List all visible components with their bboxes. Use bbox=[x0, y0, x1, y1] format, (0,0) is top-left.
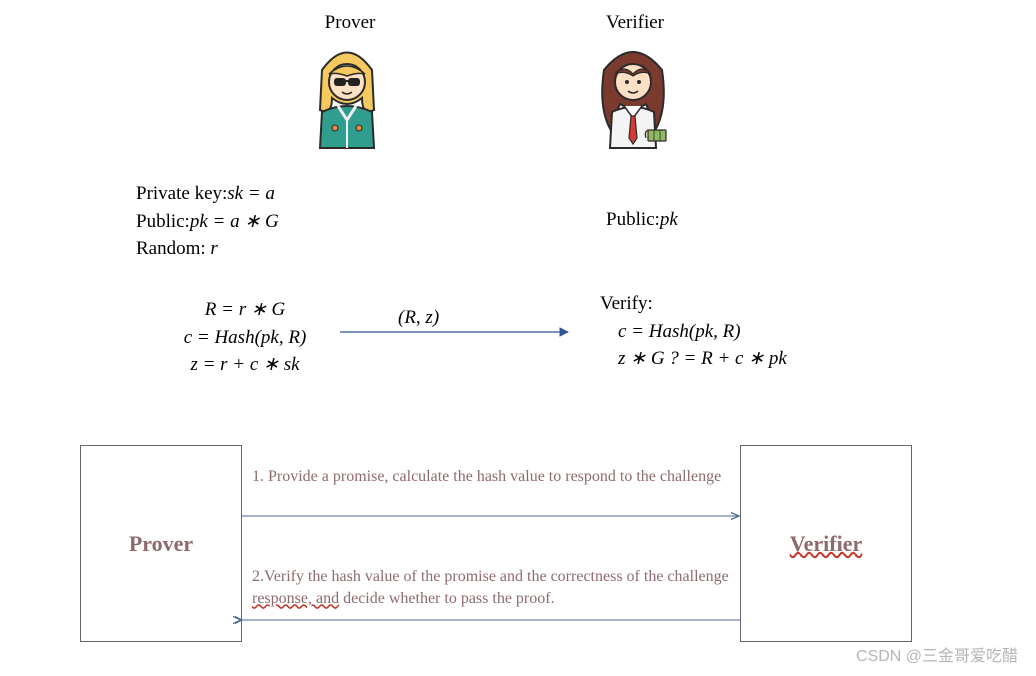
seq-arrow2-fix bbox=[0, 0, 1036, 676]
watermark-text: CSDN @三金哥爱吃醋 bbox=[856, 642, 1018, 666]
